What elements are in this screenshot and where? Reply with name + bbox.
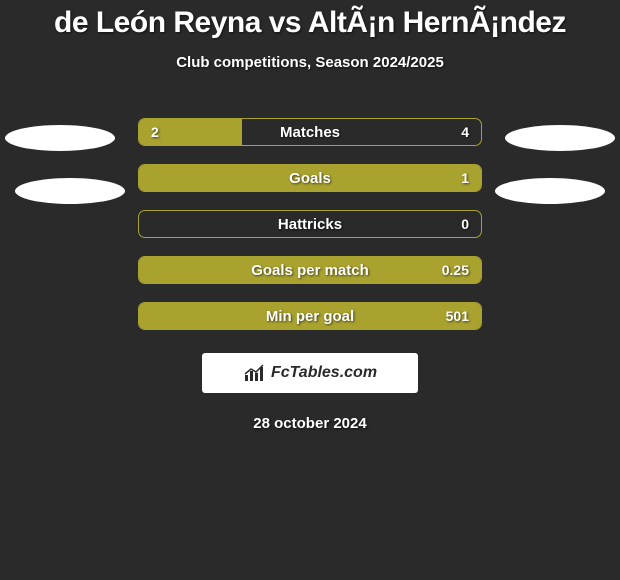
stat-bar: Min per goal 501	[138, 302, 482, 330]
stat-right-value: 4	[461, 119, 469, 145]
comparison-card: de León Reyna vs AltÃ¡n HernÃ¡ndez Club …	[0, 0, 620, 432]
stat-bar-fill	[139, 257, 481, 283]
comparison-title: de León Reyna vs AltÃ¡n HernÃ¡ndez	[0, 6, 620, 40]
brand-badge[interactable]: FcTables.com	[202, 353, 418, 393]
stat-bar-fill	[139, 165, 481, 191]
stat-bar: 2 Matches 4	[138, 118, 482, 146]
brand-text: FcTables.com	[271, 364, 377, 382]
stat-bar: Goals per match 0.25	[138, 256, 482, 284]
stat-row: Goals per match 0.25	[0, 247, 620, 293]
stat-bar: Goals 1	[138, 164, 482, 192]
stat-bar: Hattricks 0	[138, 210, 482, 238]
stat-right-value: 0	[461, 211, 469, 237]
season-subtitle: Club competitions, Season 2024/2025	[0, 54, 620, 71]
stat-row: Hattricks 0	[0, 201, 620, 247]
stat-row: 2 Matches 4	[0, 109, 620, 155]
snapshot-date: 28 october 2024	[0, 415, 620, 432]
stat-label: Hattricks	[139, 211, 481, 237]
stat-rows: 2 Matches 4 Goals 1 Hattricks 0	[0, 109, 620, 339]
bar-chart-icon	[243, 363, 269, 383]
stat-bar-fill	[139, 303, 481, 329]
stat-row: Goals 1	[0, 155, 620, 201]
stat-bar-fill	[139, 119, 242, 145]
stat-row: Min per goal 501	[0, 293, 620, 339]
